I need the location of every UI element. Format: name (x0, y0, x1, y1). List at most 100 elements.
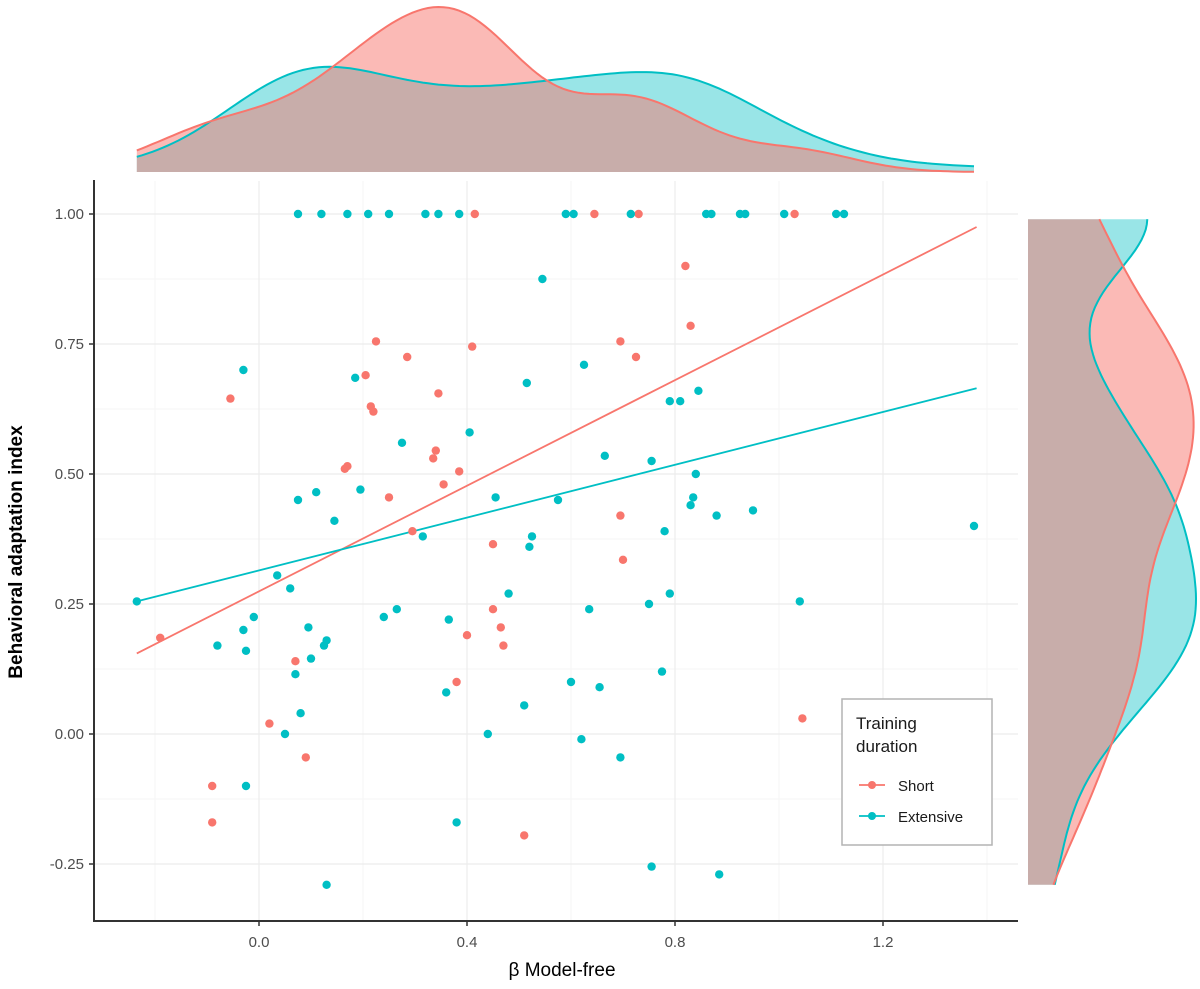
point-extensive (465, 428, 474, 437)
x-tick-label: 0.4 (457, 934, 478, 951)
point-extensive (561, 209, 570, 219)
point-extensive (686, 501, 695, 510)
top-density-short-area (136, 7, 975, 172)
point-extensive (600, 451, 609, 460)
point-short (488, 605, 498, 614)
x-tick-label: 1.2 (873, 934, 894, 951)
top-density-short-line (136, 5, 974, 173)
point-extensive (694, 386, 703, 395)
legend-key-short-dot (868, 781, 876, 789)
point-extensive (442, 688, 451, 697)
y-tick-label: 1.00 (55, 206, 84, 223)
point-short (681, 261, 690, 271)
point-extensive (418, 532, 427, 541)
grid (95, 181, 1018, 920)
point-extensive (795, 597, 804, 606)
point-short (408, 527, 417, 536)
point-extensive (444, 615, 453, 624)
point-extensive (741, 209, 750, 219)
point-extensive (780, 209, 789, 219)
y-tick-label: -0.25 (50, 856, 84, 873)
point-short (369, 407, 378, 416)
point-extensive (397, 438, 407, 447)
point-extensive (538, 274, 547, 284)
y-tick-label: 0.75 (55, 336, 84, 353)
point-extensive (434, 209, 443, 219)
point-extensive (665, 397, 674, 406)
point-extensive (317, 209, 326, 219)
point-extensive (832, 209, 841, 219)
point-extensive (616, 753, 625, 762)
point-extensive (712, 511, 721, 520)
point-short (434, 389, 443, 398)
point-extensive (644, 599, 654, 609)
y-tick-label: 0.00 (55, 726, 84, 743)
y-tick-label: 0.50 (55, 466, 84, 483)
point-short (226, 394, 235, 403)
points (132, 209, 979, 889)
x-tick-label: 0.0 (249, 934, 270, 951)
legend-title-line-1: Training (856, 714, 917, 733)
point-extensive (715, 870, 724, 879)
point-extensive (306, 654, 316, 663)
point-short (208, 781, 217, 791)
point-short (265, 719, 274, 728)
point-extensive (293, 209, 303, 219)
point-extensive (455, 209, 464, 219)
point-short (439, 480, 448, 489)
point-extensive (273, 571, 282, 580)
point-extensive (304, 623, 313, 632)
point-extensive (421, 209, 430, 219)
point-extensive (569, 209, 578, 219)
point-short (798, 714, 807, 723)
point-short (470, 209, 479, 219)
fit-line-short (136, 226, 978, 655)
point-short (499, 641, 508, 650)
point-short (468, 342, 477, 351)
point-short (520, 831, 529, 840)
point-extensive (452, 818, 461, 827)
point-short (496, 623, 505, 632)
point-extensive (483, 729, 492, 739)
point-short (340, 464, 349, 473)
point-extensive (312, 488, 321, 497)
point-extensive (504, 589, 513, 598)
point-extensive (322, 636, 331, 645)
legend-key-extensive-dot (868, 812, 876, 820)
legend-entry-short[interactable]: Short (859, 778, 935, 795)
y-tick-label: 0.25 (55, 596, 84, 613)
legend-label-extensive: Extensive (898, 809, 963, 826)
y-axis-ticks: -0.25 0.00 0.25 0.50 0.75 1.00 (50, 206, 94, 873)
fit-lines (136, 226, 978, 655)
point-extensive (364, 209, 373, 219)
right-density-extensive-line (1053, 219, 1198, 886)
legend-entry-extensive[interactable]: Extensive (859, 809, 963, 826)
point-short (616, 337, 625, 346)
point-extensive (384, 209, 394, 219)
point-extensive (322, 880, 331, 889)
point-short (301, 753, 310, 762)
point-short (403, 352, 412, 362)
point-extensive (280, 729, 290, 739)
point-extensive (249, 612, 258, 622)
point-extensive (351, 373, 360, 382)
point-short (618, 555, 628, 564)
point-extensive (286, 584, 295, 593)
point-short (291, 657, 300, 666)
point-short (631, 352, 641, 362)
right-density-panel (1028, 218, 1198, 886)
point-extensive (379, 612, 388, 622)
legend: Training duration Short Extensive (841, 698, 993, 846)
point-extensive (647, 456, 656, 466)
x-tick-label: 0.8 (665, 934, 686, 951)
point-short (455, 467, 464, 476)
point-extensive (241, 781, 251, 791)
point-extensive (132, 597, 141, 606)
point-extensive (522, 378, 531, 388)
point-short (384, 493, 394, 502)
point-extensive (296, 709, 305, 718)
point-extensive (293, 495, 303, 505)
point-extensive (356, 485, 365, 494)
point-extensive (239, 365, 248, 375)
